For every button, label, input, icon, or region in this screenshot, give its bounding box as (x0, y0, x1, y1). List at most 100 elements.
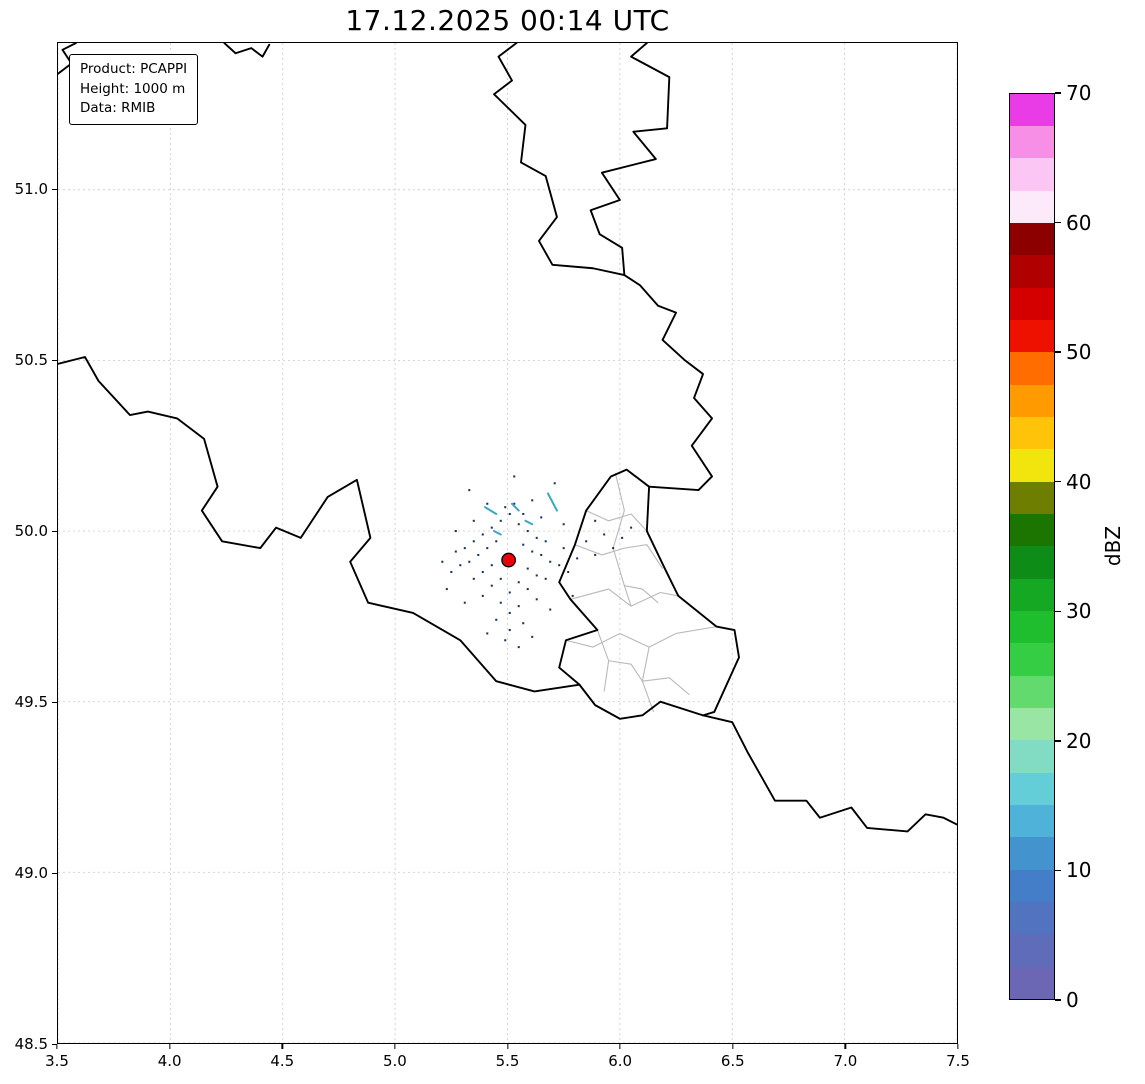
echo-speckle (630, 526, 633, 529)
canton-line (575, 545, 663, 569)
colorbar-segment (1010, 126, 1054, 159)
echo-speckle (495, 618, 498, 621)
x-tick-mark (957, 1044, 959, 1049)
echo-speckle (522, 512, 525, 516)
colorbar-tick-label: 20 (1066, 728, 1092, 753)
gridlines (58, 43, 957, 1043)
colorbar-segment (1010, 611, 1054, 644)
colorbar-tick-label: 30 (1066, 599, 1092, 624)
colorbar-tick-label: 40 (1066, 469, 1092, 494)
colorbar-segment (1010, 708, 1054, 741)
colorbar-segment (1010, 740, 1054, 773)
x-tick-mark (56, 1044, 58, 1049)
echo-speckle (508, 629, 511, 632)
echo-speckle (486, 632, 489, 635)
echo-speckle (531, 550, 534, 553)
colorbar-segment (1010, 287, 1054, 321)
colorbar-segment (1010, 966, 1054, 999)
y-tick-label: 51.0 (14, 180, 48, 199)
echo-speckle (481, 570, 484, 574)
y-tick-mark (52, 360, 57, 362)
echo-speckle (535, 598, 538, 601)
colorbar-segment (1010, 352, 1054, 385)
y-tick-label: 49.0 (14, 864, 48, 882)
echo-speckle (567, 570, 570, 574)
colorbar-segment (1010, 514, 1054, 547)
echo-speckle (495, 540, 498, 543)
echo-speckle (535, 536, 538, 539)
y-tick-label: 50.5 (14, 351, 48, 370)
echo-speckle (562, 547, 565, 550)
border-belgium-luxembourg (559, 470, 649, 685)
echo-speckle (531, 499, 534, 502)
echo-speckle (522, 622, 525, 625)
border-france (58, 357, 957, 831)
x-tick-label: 6.0 (608, 1052, 633, 1070)
map-canvas (58, 43, 957, 1043)
echo-speckle (603, 533, 606, 536)
colorbar-segment (1010, 837, 1054, 870)
colorbar-segment (1010, 643, 1054, 676)
echo-speckle (612, 547, 615, 550)
colorbar-segment (1010, 320, 1054, 353)
colorbar-tick-label: 10 (1066, 858, 1092, 883)
x-tick-label: 3.5 (45, 1052, 69, 1070)
echo-speckle (441, 560, 444, 563)
echo-speckle (472, 577, 475, 580)
echo-speckle (463, 601, 466, 604)
echo-speckle (535, 574, 538, 577)
luxembourg-cantons (566, 473, 717, 712)
x-tick-mark (506, 1044, 509, 1049)
x-tick-mark (844, 1044, 847, 1049)
echo-speckle (513, 502, 516, 505)
echo-speckle (504, 639, 507, 642)
echo-speckle (486, 547, 489, 550)
x-tick-mark (281, 1044, 283, 1049)
echo-speckle (490, 584, 493, 587)
echo-speckle (454, 550, 457, 553)
echo-speckle (517, 581, 520, 584)
national-borders (58, 43, 957, 831)
echo-speckle (463, 547, 466, 550)
echo-speckle (594, 519, 597, 522)
echo-speckle (504, 506, 507, 509)
colorbar-tick-mark (1055, 869, 1061, 872)
echo-speckle (450, 570, 453, 574)
colorbar-segment (1010, 546, 1054, 579)
map-plot: Product: PCAPPI Height: 1000 m Data: RMI… (57, 42, 958, 1044)
figure-title: 17.12.2025 00:14 UTC (345, 4, 670, 37)
echo-speckle (517, 646, 520, 649)
colorbar-tick-label: 50 (1066, 340, 1092, 365)
echo-streak (494, 531, 501, 534)
echo-speckle (531, 635, 534, 638)
echo-streak (548, 494, 557, 511)
echo-speckle (472, 519, 475, 522)
y-tick-mark (52, 1044, 57, 1046)
echo-speckle (553, 482, 556, 485)
y-tick-mark (52, 189, 57, 191)
echo-speckle (486, 502, 489, 505)
colorbar-segment (1010, 481, 1054, 515)
echo-speckle (544, 577, 547, 580)
echo-speckle (445, 588, 448, 591)
y-tick-label: 48.5 (14, 1035, 48, 1053)
radar-echoes (441, 475, 632, 648)
echo-speckle (526, 530, 529, 533)
data-source-line: Data: RMIB (80, 100, 156, 117)
echo-speckle (544, 540, 547, 543)
echo-speckle (490, 526, 493, 529)
x-tick-label: 5.0 (382, 1052, 407, 1070)
colorbar-segment (1010, 902, 1054, 935)
x-tick-label: 7.0 (833, 1052, 858, 1070)
colorbar-segment (1010, 417, 1054, 450)
canton-line (566, 627, 717, 647)
echo-speckle (508, 512, 511, 516)
y-tick-mark (52, 531, 57, 533)
echo-speckle (540, 516, 543, 519)
echo-streak (512, 504, 519, 511)
colorbar-tick-mark (1055, 740, 1061, 742)
border-belgium-netherlands-antwerp (224, 43, 269, 57)
border-netherlands-germany (591, 43, 670, 275)
colorbar-segment (1010, 223, 1054, 256)
